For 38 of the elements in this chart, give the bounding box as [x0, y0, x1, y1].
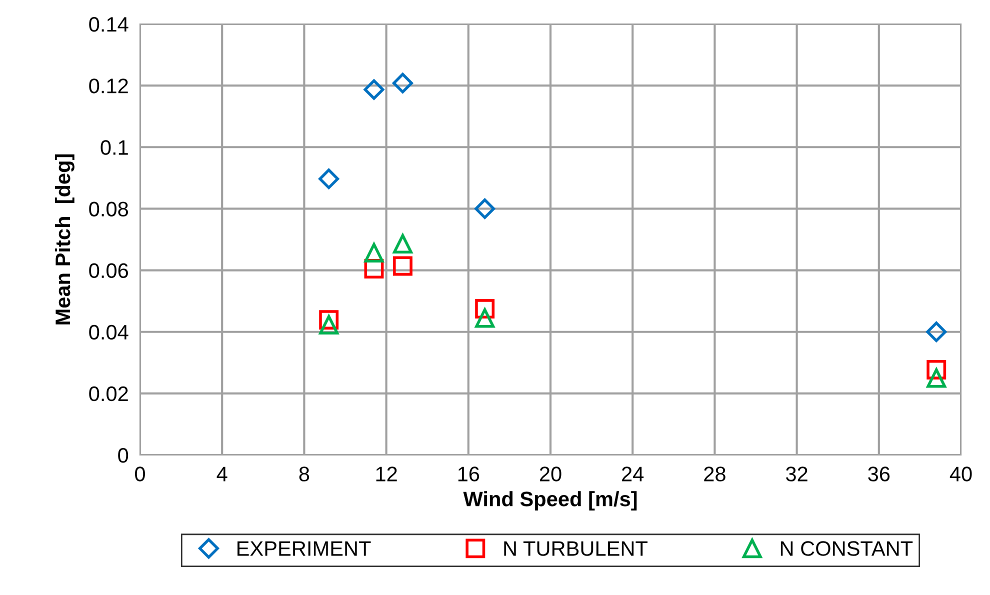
point — [926, 322, 947, 342]
x-tick-label: 40 — [950, 466, 972, 482]
legend-label: N TURBULENT — [504, 541, 648, 556]
y-tick-label: 0.14 — [89, 17, 128, 32]
y-tick-label: 0 — [118, 448, 128, 463]
x-tick-label: 12 — [376, 466, 397, 482]
point — [475, 308, 495, 328]
x-tick-label: 24 — [622, 466, 644, 482]
y-tick-label: 0.12 — [89, 78, 128, 94]
x-axis-title: Wind Speed [m/s] — [463, 491, 637, 511]
x-tick-label: 20 — [540, 466, 562, 482]
x-tick-label: 28 — [704, 466, 726, 482]
point — [319, 310, 339, 330]
point — [319, 315, 339, 334]
x-tick-label: 36 — [868, 466, 890, 482]
point — [364, 243, 384, 262]
point — [392, 234, 412, 254]
y-tick-label: 0.02 — [89, 386, 128, 402]
point — [475, 299, 495, 318]
point — [926, 360, 946, 380]
point — [474, 198, 496, 219]
y-tick-label: 0.06 — [89, 263, 128, 278]
point — [364, 79, 384, 100]
x-tick-label: 16 — [458, 466, 480, 482]
x-tick-label: 32 — [786, 466, 808, 482]
legend-label: N CONSTANT — [780, 541, 913, 556]
point — [318, 168, 340, 190]
x-tick-label: 8 — [299, 466, 310, 482]
point — [392, 72, 413, 94]
x-tick-label: 0 — [135, 466, 145, 482]
y-axis-title: Mean Pitch [deg] — [54, 154, 74, 324]
legend-label: EXPERIMENT — [238, 541, 371, 556]
y-tick-label: 0.1 — [100, 140, 128, 155]
point — [926, 368, 946, 388]
point — [392, 256, 412, 276]
y-tick-label: 0.04 — [89, 324, 128, 340]
x-tick-label: 4 — [216, 466, 228, 482]
y-tick-label: 0.08 — [89, 202, 128, 216]
